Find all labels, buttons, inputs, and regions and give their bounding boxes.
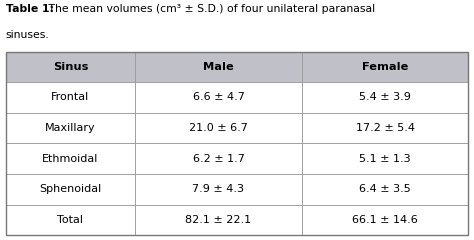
Text: Maxillary: Maxillary xyxy=(45,123,96,133)
Text: 17.2 ± 5.4: 17.2 ± 5.4 xyxy=(356,123,415,133)
Bar xyxy=(135,174,302,204)
Bar xyxy=(135,82,302,113)
Bar xyxy=(302,113,468,143)
Text: Total: Total xyxy=(57,215,83,225)
Text: Frontal: Frontal xyxy=(51,92,90,102)
Text: The mean volumes (cm³ ± S.D.) of four unilateral paranasal: The mean volumes (cm³ ± S.D.) of four un… xyxy=(45,4,375,14)
Bar xyxy=(6,52,135,82)
Bar xyxy=(302,82,468,113)
Bar xyxy=(6,204,135,235)
Bar xyxy=(135,204,302,235)
Text: 66.1 ± 14.6: 66.1 ± 14.6 xyxy=(352,215,418,225)
Bar xyxy=(302,144,468,174)
Text: Table 1:: Table 1: xyxy=(6,4,54,14)
Text: Female: Female xyxy=(362,62,408,72)
Text: 21.0 ± 6.7: 21.0 ± 6.7 xyxy=(189,123,248,133)
Text: 7.9 ± 4.3: 7.9 ± 4.3 xyxy=(192,184,245,194)
Bar xyxy=(6,82,135,113)
Text: 5.4 ± 3.9: 5.4 ± 3.9 xyxy=(359,92,411,102)
Text: Male: Male xyxy=(203,62,234,72)
Text: Sinus: Sinus xyxy=(53,62,88,72)
Bar xyxy=(6,52,468,235)
Text: Sphenoidal: Sphenoidal xyxy=(39,184,101,194)
Bar xyxy=(302,204,468,235)
Text: 6.6 ± 4.7: 6.6 ± 4.7 xyxy=(192,92,245,102)
Bar xyxy=(135,113,302,143)
Text: sinuses.: sinuses. xyxy=(6,30,49,40)
Bar xyxy=(6,113,135,143)
Bar xyxy=(302,52,468,82)
Bar xyxy=(135,52,302,82)
Text: 82.1 ± 22.1: 82.1 ± 22.1 xyxy=(185,215,252,225)
Text: Ethmoidal: Ethmoidal xyxy=(42,154,99,164)
Bar xyxy=(6,174,135,204)
Bar xyxy=(6,144,135,174)
Text: 5.1 ± 1.3: 5.1 ± 1.3 xyxy=(359,154,411,164)
Text: 6.4 ± 3.5: 6.4 ± 3.5 xyxy=(359,184,411,194)
Text: 6.2 ± 1.7: 6.2 ± 1.7 xyxy=(192,154,245,164)
Bar xyxy=(135,144,302,174)
Bar xyxy=(302,174,468,204)
